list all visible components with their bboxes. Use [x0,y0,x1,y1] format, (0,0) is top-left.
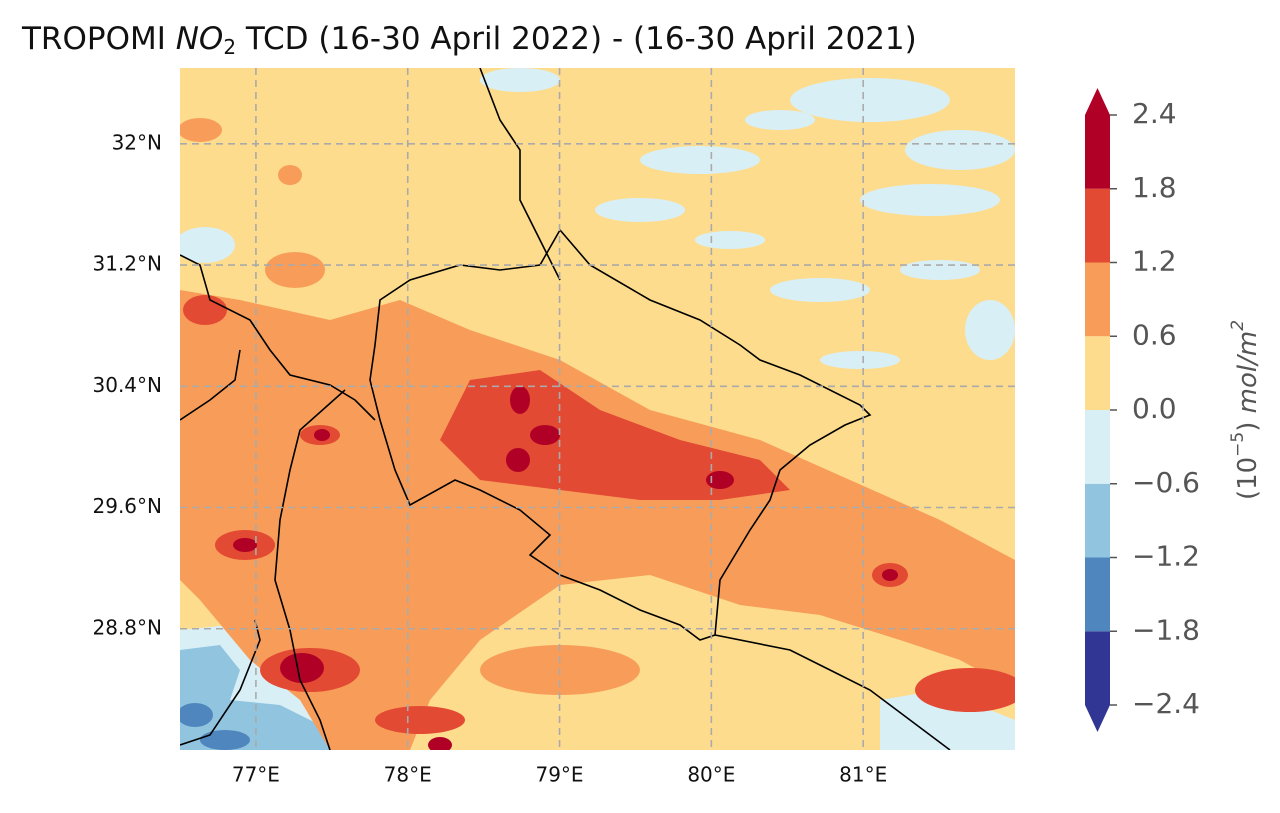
label-part: mol/m [1233,331,1263,414]
label-part: −5 [1228,432,1248,457]
colorbar-extension [1085,88,1110,115]
no2-field [180,68,1015,750]
field-region [180,703,250,750]
y-tick-label: 31.2°N [93,252,163,276]
colorbar-tick-label: −2.4 [1132,687,1200,720]
title-part: TROPOMI [21,21,176,57]
colorbar-tick-label: −0.6 [1132,466,1200,499]
state-border [274,389,346,750]
state-border [180,619,261,746]
state-border [479,68,561,281]
axes: 77°E 78°E 79°E 80°E 81°E 28.8°N 29.6°N 30.4°N 31… [93,68,1015,787]
x-tick-label: 79°E [535,763,583,787]
colorbar-tick-label: −1.8 [1132,613,1200,646]
label-part: 2 [1228,320,1248,331]
colorbar-tick-label: 1.2 [1132,245,1177,278]
colorbar-bin [1085,631,1110,705]
x-tick-label: 77°E [232,763,280,787]
y-tick-label: 30.4°N [93,373,163,397]
title-part: 2 [223,35,236,59]
colorbar-tick-label: 2.4 [1132,97,1177,130]
colorbar-bin [1085,410,1110,484]
y-tick-label: 32°N [112,130,162,154]
title-part: TCD (16-30 April 2022) - (16-30 April 20… [236,21,917,57]
colorbar-bin [1085,115,1110,189]
map-title: TROPOMI NO2 TCD (16-30 April 2022) - (16… [21,21,917,59]
colorbar-bin [1085,188,1110,263]
x-tick-label: 81°E [839,763,887,787]
colorbar-tick-label: 0.6 [1132,318,1177,351]
y-tick-label: 28.8°N [93,615,163,639]
field-region [233,386,898,750]
country-border [714,634,951,750]
state-border [369,228,872,641]
label-part: ) [1233,413,1263,431]
colorbar-bin [1085,262,1110,337]
x-tick-label: 80°E [687,763,735,787]
colorbar-tick-label: −1.2 [1132,540,1200,573]
colorbar-extension [1085,705,1110,732]
title-part: NO [176,21,224,57]
colorbar-tick-label: 1.8 [1132,171,1177,204]
colorbar-bin [1085,557,1110,632]
colorbar-bin [1085,336,1110,410]
x-tick-label: 78°E [384,763,432,787]
colorbar-bin [1085,483,1110,558]
y-tick-label: 29.6°N [93,494,163,518]
colorbar-label: (10−5) mol/m2 [1228,320,1263,500]
label-part: (10 [1233,457,1263,500]
state-border [180,349,241,421]
colorbar: −2.4 −1.8 −1.2 −0.6 0.0 0.6 1.2 1.8 2.4 [1085,88,1200,732]
state-border [180,254,376,421]
field-region [180,68,1015,750]
borders [180,68,951,750]
colorbar-tick-label: 0.0 [1132,392,1177,425]
